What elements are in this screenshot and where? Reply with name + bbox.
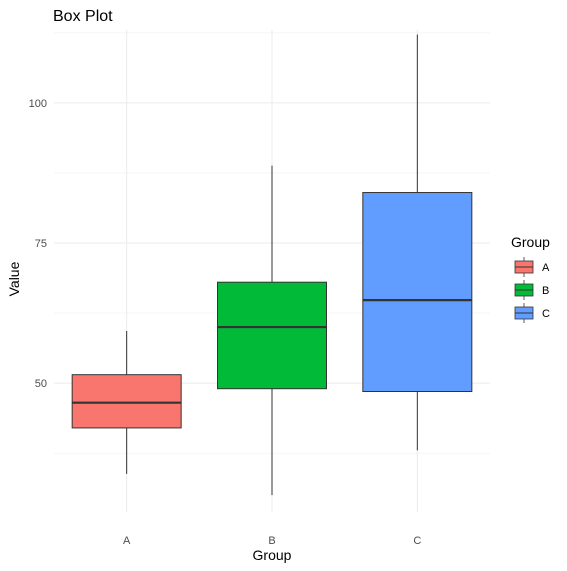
box (71, 374, 182, 429)
y-tick-label: 75 (35, 238, 47, 250)
boxes (71, 34, 473, 496)
legend-item-c: C (514, 303, 550, 323)
x-tick-label: C (413, 535, 421, 547)
y-tick-labels: 50 75 100 (29, 98, 47, 390)
legend: Group ABC (511, 234, 550, 323)
legend-item-a: A (514, 257, 550, 277)
y-tick-label: 50 (35, 378, 47, 390)
box (217, 281, 327, 390)
legend-label: B (542, 285, 549, 297)
legend-item-b: B (514, 280, 549, 300)
box-group-a (71, 330, 182, 474)
chart-title: Box Plot (53, 8, 113, 25)
y-tick-label: 100 (29, 98, 47, 110)
legend-items: ABC (514, 257, 550, 323)
x-tick-labels: A B C (123, 535, 421, 547)
box-group-c (362, 34, 473, 451)
x-axis-title: Group (253, 547, 292, 563)
legend-title: Group (511, 234, 550, 250)
x-tick-label: B (268, 535, 275, 547)
x-tick-label: A (123, 535, 131, 547)
legend-label: A (542, 262, 550, 274)
y-axis-title: Value (6, 261, 22, 296)
box (362, 192, 473, 392)
legend-label: C (542, 308, 550, 320)
box-group-b (217, 165, 327, 496)
